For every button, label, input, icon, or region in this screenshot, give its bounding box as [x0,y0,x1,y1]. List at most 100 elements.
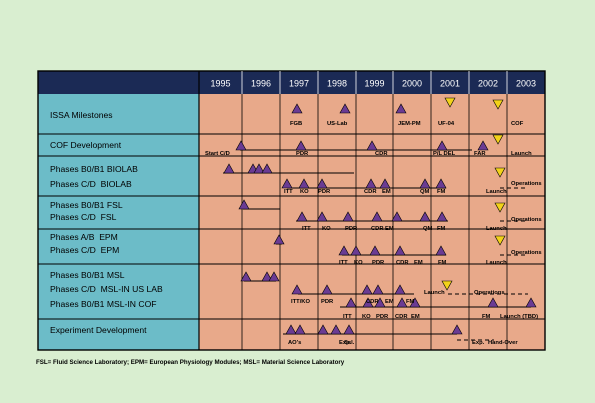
completed-milestone-icon [261,163,273,174]
milestone-label: FM [437,226,446,232]
row-label: Phases C/D MSL-IN US LAB [50,284,163,294]
milestone-label: KO [362,314,371,320]
milestone-label: Sel. [344,340,355,346]
milestone-label: PDR [372,260,385,266]
completed-milestone-icon [436,140,448,151]
row-label: Phases C/D BIOLAB [50,179,132,189]
completed-milestone-icon [235,140,247,151]
year-label-2002: 2002 [478,79,498,89]
planned-milestone-icon [492,134,504,145]
milestone-label: ITT/KO [291,299,310,305]
milestone-label: Operations [511,217,542,223]
completed-milestone-icon [291,284,303,295]
milestone-label: PDR [345,226,358,232]
completed-milestone-icon [419,178,431,189]
footnote: FSL= Fluid Science Laboratory; EPM= Euro… [36,359,345,366]
milestone-label: EM [382,189,391,195]
milestone-label: PDR [321,299,334,305]
milestone-label: FM [438,260,447,266]
completed-milestone-icon [294,324,306,335]
milestone-label: PDR [318,189,331,195]
planned-milestone-icon [494,202,506,213]
completed-milestone-icon [396,297,408,308]
completed-milestone-icon [361,284,373,295]
milestone-labels: FGB US-Lab JEM-PM UF-04 COF Start C/D PDR CDR P/… [205,121,542,346]
milestone-label: PDR [296,151,309,157]
row-label: Phases B0/B1 MSL [50,270,125,280]
completed-milestone-icon [345,297,357,308]
milestone-label: Hand-Over [488,340,518,346]
row-label: COF Development [50,140,122,150]
completed-milestone-icon [223,163,235,174]
milestone-label: Launch [486,189,507,195]
row-label: Phases A/B EPM [50,232,118,242]
completed-milestone-icon [268,271,280,282]
row-label: Phases C/D EPM [50,245,119,255]
year-label-2001: 2001 [440,79,460,89]
milestone-label: FGB [290,121,302,127]
completed-milestone-icon [316,211,328,222]
milestone-label: EM [385,299,394,305]
planned-milestone-icon [441,280,453,291]
planned-milestone-icon [494,235,506,246]
completed-milestone-icon [321,284,333,295]
milestone-label: Start C/D [205,151,230,157]
milestone-label: COF [511,121,524,127]
milestone-label: P/L DEL [433,151,456,157]
milestone-label: KO [354,260,363,266]
completed-milestone-icon [298,178,310,189]
completed-milestone-icon [394,284,406,295]
year-label-1999: 1999 [364,79,384,89]
timeline-area [199,94,545,350]
completed-milestone-icon [451,324,463,335]
completed-milestone-icon [316,178,328,189]
completed-milestone-icon [379,178,391,189]
completed-milestone-icon [296,211,308,222]
completed-milestone-icon [350,245,362,256]
milestone-label: Launch [511,151,532,157]
milestone-label: CDR [364,189,377,195]
milestone-label: Launch [424,290,445,296]
completed-milestone-icon [240,271,252,282]
completed-milestone-icon [291,103,303,114]
milestone-label: EM [414,260,423,266]
milestone-label: QM [423,226,433,232]
row-label-panel [38,94,199,350]
milestone-label: KO [300,189,309,195]
year-label-2000: 2000 [402,79,422,89]
milestone-label: FM [437,189,446,195]
milestone-label: Exp. [472,340,485,346]
milestone-label: CDR [371,226,384,232]
planned-milestone-icon [492,99,504,110]
completed-milestone-icon [338,245,350,256]
planned-milestone-icon [444,97,456,108]
completed-milestone-icon [436,211,448,222]
completed-milestone-icon [477,140,489,151]
milestone-label: ITT [284,189,293,195]
completed-milestone-icon [261,271,273,282]
milestone-label: Launch (TBD) [500,314,538,320]
completed-milestone-icon [295,140,307,151]
milestone-label: FAR [474,151,486,157]
completed-milestone-icon [394,245,406,256]
completed-milestone-icon [273,234,285,245]
completed-milestone-icon [487,297,499,308]
milestone-label: AO's [288,340,301,346]
completed-milestone-icon [419,211,431,222]
completed-milestone-icon [343,324,355,335]
milestone-label: UF-04 [438,121,455,127]
milestone-label: QM [420,189,430,195]
milestone-label: CDR [366,299,379,305]
milestone-label: JEM-PM [398,121,421,127]
milestone-label: PDR [376,314,389,320]
milestone-label: EM [385,226,394,232]
milestone-label: ITT [302,226,311,232]
completed-milestone-icon [330,324,342,335]
year-header-bar [38,71,545,94]
milestone-label: Exp. [339,340,352,346]
milestone-label: CDR [395,314,408,320]
row-label: Phases C/D FSL [50,212,117,222]
milestone-label: US-Lab [327,121,348,127]
year-label-1997: 1997 [289,79,309,89]
